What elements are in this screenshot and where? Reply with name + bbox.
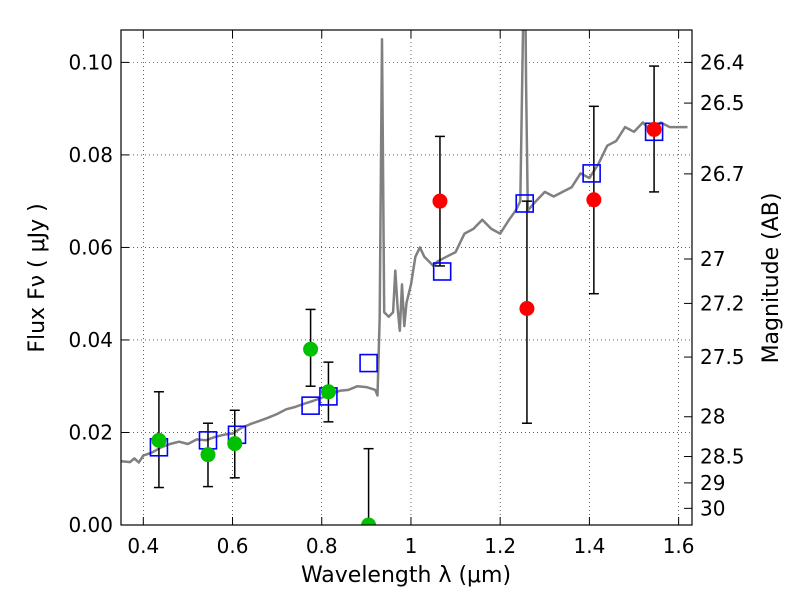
plot-area (121, 30, 688, 525)
magnitude-tick-label: 27 (700, 247, 725, 271)
model-photometry-square (515, 194, 535, 213)
x-axis: 0.4 0.6 0.8 1 1.2 1.4 1.6 (127, 30, 695, 558)
magnitude-tick-label: 27.5 (700, 345, 745, 369)
y-tick-label: 0.04 (68, 328, 113, 352)
optical-data-point (303, 341, 319, 357)
nir-data-point (519, 300, 535, 316)
model-photometry-square (582, 164, 601, 183)
y-tick-label: 0.02 (68, 420, 113, 444)
y-tick-label: 0.10 (68, 50, 113, 74)
magnitude-tick-label: 26.7 (700, 162, 745, 186)
model-photometry-square (301, 396, 320, 415)
magnitude-tick-label: 28 (700, 405, 725, 429)
magnitude-axis-label: Magnitude (AB) (759, 193, 784, 364)
nir-data-point (586, 192, 602, 208)
magnitude-tick-label: 26.5 (700, 91, 745, 115)
x-tick-label: 1.4 (573, 534, 605, 558)
magnitude-tick-label: 30 (700, 496, 725, 520)
x-tick-label: 1 (405, 534, 418, 558)
magnitude-tick-label: 29 (700, 471, 725, 495)
model-photometry-square (432, 262, 452, 281)
x-tick-label: 1.6 (663, 534, 695, 558)
magnitude-tick-label: 27.2 (700, 291, 745, 315)
optical-data-point (200, 447, 216, 463)
optical-data-point (151, 432, 167, 448)
model-spectrum-line (121, 30, 688, 464)
plot-frame (120, 29, 693, 526)
y-tick-label: 0.06 (68, 235, 113, 259)
x-tick-label: 0.4 (127, 534, 159, 558)
x-tick-label: 0.8 (306, 534, 338, 558)
magnitude-tick-label: 28.5 (700, 445, 745, 469)
y-axis-label: Flux Fν ( μJy ) (25, 203, 50, 352)
x-tick-label: 0.6 (217, 534, 249, 558)
magnitude-tick-label: 26.4 (700, 50, 745, 74)
nir-data-point (646, 121, 662, 137)
x-axis-label: Wavelength λ (μm) (301, 563, 511, 588)
y-tick-label: 0.08 (68, 143, 113, 167)
optical-data-point (361, 517, 377, 525)
nir-data-point (432, 193, 448, 209)
optical-data-point (227, 436, 243, 452)
y-tick-label: 0.00 (68, 513, 113, 537)
model-photometry-square (359, 353, 378, 373)
x-tick-label: 1.2 (484, 534, 516, 558)
optical-data-point (320, 384, 336, 400)
y-axis: 0.00 0.02 0.04 0.06 0.08 0.10 (68, 50, 129, 537)
